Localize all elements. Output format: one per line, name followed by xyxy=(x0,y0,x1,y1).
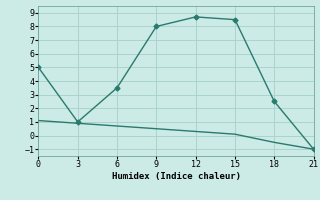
X-axis label: Humidex (Indice chaleur): Humidex (Indice chaleur) xyxy=(111,172,241,181)
